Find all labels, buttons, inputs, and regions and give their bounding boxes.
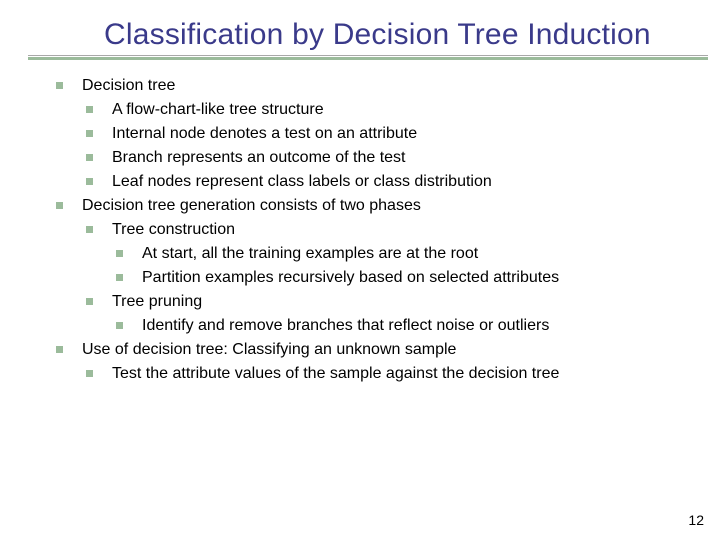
list-item-text: Internal node denotes a test on an attri…: [112, 125, 417, 142]
slide: Classification by Decision Tree Inductio…: [0, 0, 720, 540]
list-item: Tree pruning: [52, 290, 700, 314]
underline-thin: [28, 55, 708, 56]
list-item: Tree construction: [52, 218, 700, 242]
list-item: Internal node denotes a test on an attri…: [52, 122, 700, 146]
square-bullet-icon: [116, 322, 123, 329]
list-item-text: A flow-chart-like tree structure: [112, 101, 324, 118]
list-item: Use of decision tree: Classifying an unk…: [52, 338, 700, 362]
square-bullet-icon: [56, 202, 63, 209]
list-item-text: Identify and remove branches that reflec…: [142, 317, 549, 334]
square-bullet-icon: [86, 298, 93, 305]
list-item-text: Decision tree: [82, 77, 175, 94]
square-bullet-icon: [86, 178, 93, 185]
slide-title: Classification by Decision Tree Inductio…: [104, 18, 680, 53]
list-item-text: Tree pruning: [112, 293, 202, 310]
title-block: Classification by Decision Tree Inductio…: [104, 18, 680, 53]
square-bullet-icon: [56, 346, 63, 353]
list-item-text: At start, all the training examples are …: [142, 245, 478, 262]
list-item: Branch represents an outcome of the test: [52, 146, 700, 170]
square-bullet-icon: [86, 154, 93, 161]
list-item: A flow-chart-like tree structure: [52, 98, 700, 122]
square-bullet-icon: [86, 370, 93, 377]
square-bullet-icon: [86, 106, 93, 113]
list-item-text: Decision tree generation consists of two…: [82, 197, 421, 214]
list-item-text: Tree construction: [112, 221, 235, 238]
list-item: At start, all the training examples are …: [52, 242, 700, 266]
list-item: Test the attribute values of the sample …: [52, 362, 700, 386]
list-item: Decision tree generation consists of two…: [52, 194, 700, 218]
list-item: Leaf nodes represent class labels or cla…: [52, 170, 700, 194]
list-item: Decision tree: [52, 74, 700, 98]
square-bullet-icon: [116, 250, 123, 257]
list-item: Partition examples recursively based on …: [52, 266, 700, 290]
underline-thick: [28, 57, 708, 60]
list-item: Identify and remove branches that reflec…: [52, 314, 700, 338]
list-item-text: Test the attribute values of the sample …: [112, 365, 559, 382]
square-bullet-icon: [86, 226, 93, 233]
square-bullet-icon: [56, 82, 63, 89]
list-item-text: Leaf nodes represent class labels or cla…: [112, 173, 492, 190]
content-area: Decision tree A flow-chart-like tree stru…: [52, 74, 700, 386]
list-item-text: Partition examples recursively based on …: [142, 269, 559, 286]
page-number: 12: [688, 512, 704, 528]
square-bullet-icon: [86, 130, 93, 137]
square-bullet-icon: [116, 274, 123, 281]
title-underline: [28, 55, 708, 60]
list-item-text: Use of decision tree: Classifying an unk…: [82, 341, 456, 358]
list-item-text: Branch represents an outcome of the test: [112, 149, 406, 166]
